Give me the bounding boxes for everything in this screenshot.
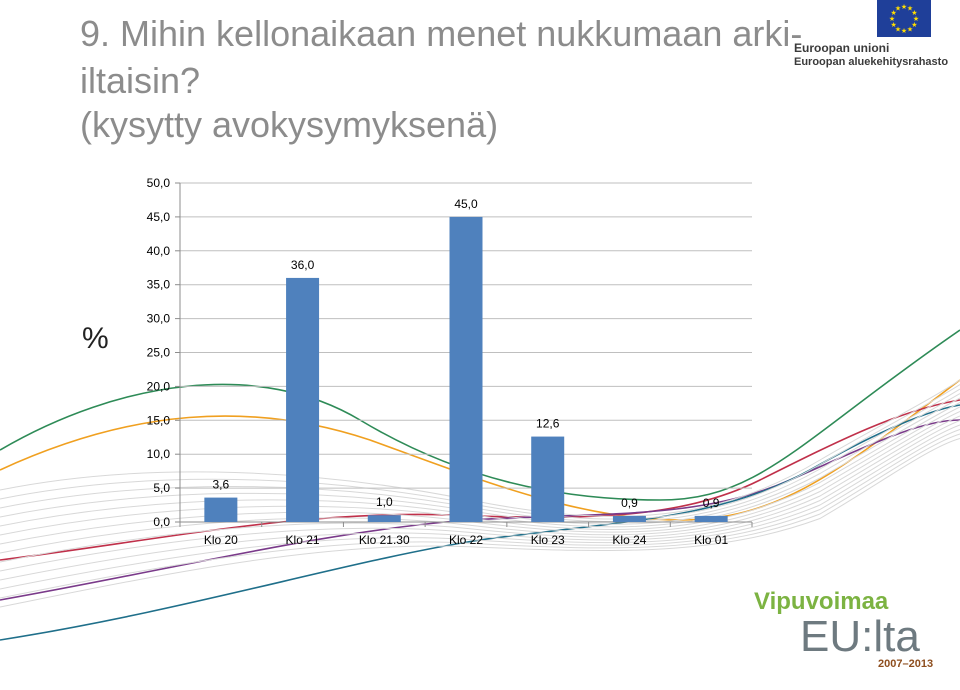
wave-line-grey xyxy=(0,393,960,525)
data-label: 3,6 xyxy=(213,478,230,492)
wave-line-grey xyxy=(0,429,960,590)
x-tick-label: Klo 22 xyxy=(449,533,483,547)
x-tick-label: Klo 01 xyxy=(694,533,728,547)
eu-star-icon: ★ xyxy=(911,21,917,29)
y-tick-label: 50,0 xyxy=(147,176,171,190)
wave-line-grey xyxy=(0,420,960,572)
y-tick-label: 30,0 xyxy=(147,312,171,326)
x-tick-label: Klo 21 xyxy=(286,533,320,547)
vip-logo-line-2: EU:lta xyxy=(800,612,920,661)
eu-star-icon: ★ xyxy=(890,9,896,17)
y-tick-label: 20,0 xyxy=(147,379,171,393)
vipuvoimaa-logo: Vipuvoimaa EU:lta 2007–2013 xyxy=(754,588,944,678)
wave-line xyxy=(0,404,960,641)
wave-line-grey xyxy=(0,402,960,536)
x-tick-label: Klo 21.30 xyxy=(359,533,410,547)
eu-logo-line-2: Euroopan aluekehitysrahasto xyxy=(794,56,949,68)
eu-star-icon: ★ xyxy=(901,3,907,11)
vip-logo-line-1: Vipuvoimaa xyxy=(754,588,889,615)
wave-line-grey xyxy=(0,424,960,581)
eu-star-icon: ★ xyxy=(895,25,901,33)
wave-line-grey xyxy=(0,406,960,545)
slide-title: 9. Mihin kellonaikaan menet nukkumaan ar… xyxy=(80,16,880,110)
eu-star-icon: ★ xyxy=(889,15,895,23)
bar xyxy=(612,515,646,522)
x-tick-label: Klo 20 xyxy=(204,533,238,547)
wave-line-grey xyxy=(0,411,960,554)
x-tick-label: Klo 23 xyxy=(531,533,565,547)
y-tick-label: 40,0 xyxy=(147,244,171,258)
title-line-1: 9. Mihin kellonaikaan menet nukkumaan ar… xyxy=(80,13,803,54)
data-label: 0,9 xyxy=(621,496,638,510)
y-tick-label: 0,0 xyxy=(153,515,170,529)
eu-stars-icon: ★ ★★★★★★★★★★★ xyxy=(889,3,919,35)
data-label: 36,0 xyxy=(291,258,315,272)
bar xyxy=(694,515,728,522)
y-tick-label: 5,0 xyxy=(153,481,170,495)
y-tick-label: 25,0 xyxy=(147,346,171,360)
data-label: 1,0 xyxy=(376,495,393,509)
eu-star-icon: ★ xyxy=(895,5,901,13)
bar xyxy=(449,216,483,522)
y-tick-label: 35,0 xyxy=(147,278,171,292)
y-tick-label: 10,0 xyxy=(147,447,171,461)
wave-line-grey xyxy=(0,379,960,517)
y-axis-label: % xyxy=(82,322,109,355)
title-line-2: iltaisin? xyxy=(80,60,201,101)
wave-line-grey xyxy=(0,415,960,563)
wave-line xyxy=(0,329,960,501)
bar xyxy=(286,277,320,522)
data-label: 45,0 xyxy=(454,197,478,211)
bar xyxy=(204,497,238,522)
eu-star-icon: ★ xyxy=(907,5,913,13)
bar xyxy=(531,436,565,522)
eu-flag-icon: ★ ★ ★ ★ ★ ★ ★ ★ ★ ★ ★ ★ xyxy=(877,0,931,37)
eu-star-icon: ★ xyxy=(890,21,896,29)
bar xyxy=(367,515,401,522)
data-label: 12,6 xyxy=(536,417,560,431)
data-label: 0,9 xyxy=(703,496,720,510)
y-tick-label: 45,0 xyxy=(147,210,171,224)
wave-line-grey xyxy=(0,433,960,599)
slide-subtitle: (kysytty avokysymyksenä) xyxy=(80,104,499,145)
eu-star-icon: ★ xyxy=(911,9,917,17)
wave-line-grey xyxy=(0,388,960,523)
x-tick-label: Klo 24 xyxy=(612,533,646,547)
wave-line xyxy=(0,379,960,521)
wave-line-grey xyxy=(0,438,960,608)
eu-star-icon: ★ xyxy=(907,25,913,33)
wave-line-grey xyxy=(0,397,960,528)
eu-star-icon: ★ xyxy=(913,15,919,23)
y-tick-label: 15,0 xyxy=(147,413,171,427)
eu-star-icon: ★ xyxy=(901,27,907,35)
wave-line-grey xyxy=(0,384,960,520)
eu-logo: ★ ★ ★ ★ ★ ★ ★ ★ ★ ★ ★ ★ Euroopan unioni Euroopan al… xyxy=(790,0,950,70)
eu-logo-line-1: Euroopan unioni xyxy=(794,41,890,55)
vip-logo-line-3: 2007–2013 xyxy=(878,658,934,670)
